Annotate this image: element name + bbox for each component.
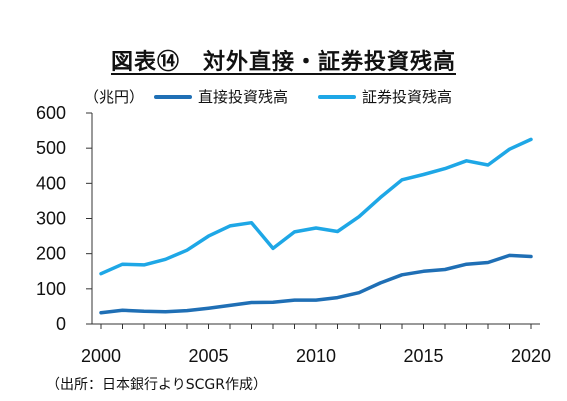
x-tick-label: 2020 bbox=[511, 346, 551, 366]
x-tick-label: 2000 bbox=[81, 346, 121, 366]
x-tick-label: 2010 bbox=[296, 346, 336, 366]
series-line-portfolio-investment bbox=[99, 137, 533, 276]
chart-title: 図表⑭ 対外直接・証券投資残高 bbox=[110, 50, 456, 75]
y-tick-label: 400 bbox=[36, 173, 66, 193]
x-tick-label: 2005 bbox=[188, 346, 228, 366]
legend-swatch-portfolio-investment bbox=[318, 94, 356, 99]
series-line-direct-investment bbox=[99, 253, 533, 315]
source-note: （出所：日本銀行よりSCGR作成） bbox=[46, 377, 267, 393]
x-tick-label: 2015 bbox=[403, 346, 443, 366]
legend-label-direct-investment: 直接投資残高 bbox=[198, 88, 289, 106]
legend-label-portfolio-investment: 証券投資残高 bbox=[362, 88, 453, 106]
y-tick-label: 300 bbox=[36, 209, 66, 229]
y-tick-label: 500 bbox=[36, 138, 66, 158]
y-tick-label: 100 bbox=[36, 279, 66, 299]
y-unit-label: （兆円） bbox=[84, 88, 145, 106]
legend-item-portfolio-investment: 証券投資残高 bbox=[318, 86, 452, 107]
y-tick-label: 0 bbox=[56, 314, 66, 334]
legend-swatch-direct-investment bbox=[154, 94, 192, 99]
legend-item-direct-investment: 直接投資残高 bbox=[154, 86, 288, 107]
y-tick-label: 600 bbox=[36, 103, 66, 123]
y-tick-label: 200 bbox=[36, 244, 66, 264]
